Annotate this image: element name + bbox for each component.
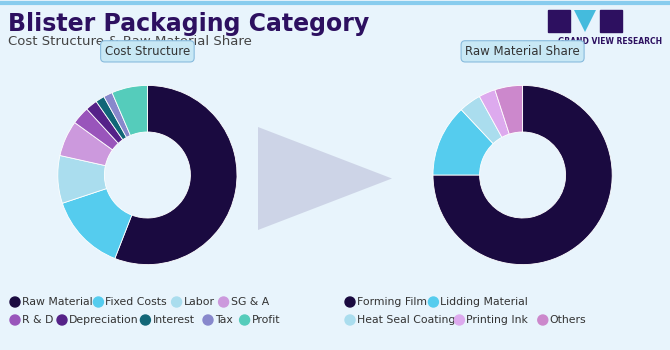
Polygon shape bbox=[258, 127, 392, 230]
Text: Lidding Material: Lidding Material bbox=[440, 297, 528, 307]
Text: Raw Material Share: Raw Material Share bbox=[465, 45, 580, 58]
Polygon shape bbox=[574, 10, 596, 32]
Circle shape bbox=[345, 315, 355, 325]
Circle shape bbox=[10, 315, 20, 325]
Circle shape bbox=[141, 315, 150, 325]
Text: Blister Packaging Category: Blister Packaging Category bbox=[8, 12, 369, 36]
Text: Fixed Costs: Fixed Costs bbox=[105, 297, 167, 307]
Circle shape bbox=[454, 315, 464, 325]
Circle shape bbox=[240, 315, 250, 325]
Text: Depreciation: Depreciation bbox=[69, 315, 139, 325]
Text: Forming Film: Forming Film bbox=[357, 297, 427, 307]
Text: Interest: Interest bbox=[152, 315, 194, 325]
Text: Heat Seal Coating: Heat Seal Coating bbox=[357, 315, 456, 325]
Wedge shape bbox=[96, 97, 127, 140]
Wedge shape bbox=[60, 122, 113, 166]
Circle shape bbox=[428, 297, 438, 307]
Wedge shape bbox=[87, 102, 123, 144]
Circle shape bbox=[57, 315, 67, 325]
Wedge shape bbox=[112, 85, 147, 135]
Text: Raw Material: Raw Material bbox=[22, 297, 92, 307]
Text: Others: Others bbox=[550, 315, 586, 325]
Wedge shape bbox=[115, 85, 237, 265]
Circle shape bbox=[203, 315, 213, 325]
Circle shape bbox=[10, 297, 20, 307]
Circle shape bbox=[172, 297, 182, 307]
Bar bbox=[548, 10, 570, 32]
Circle shape bbox=[218, 297, 228, 307]
Text: Profit: Profit bbox=[252, 315, 280, 325]
Wedge shape bbox=[433, 110, 493, 175]
Text: SG & A: SG & A bbox=[230, 297, 269, 307]
Wedge shape bbox=[104, 93, 131, 138]
Circle shape bbox=[93, 297, 103, 307]
Wedge shape bbox=[62, 189, 132, 259]
Text: Printing Ink: Printing Ink bbox=[466, 315, 528, 325]
Wedge shape bbox=[433, 85, 612, 265]
Wedge shape bbox=[58, 155, 107, 203]
Bar bbox=[600, 10, 622, 32]
Wedge shape bbox=[495, 85, 523, 134]
Text: R & D: R & D bbox=[22, 315, 54, 325]
Circle shape bbox=[538, 315, 548, 325]
Text: Cost Structure & Raw Material Share: Cost Structure & Raw Material Share bbox=[8, 35, 252, 48]
Text: Cost Structure: Cost Structure bbox=[105, 45, 190, 58]
Wedge shape bbox=[461, 97, 502, 144]
Wedge shape bbox=[480, 90, 509, 137]
Text: GRAND VIEW RESEARCH: GRAND VIEW RESEARCH bbox=[558, 37, 662, 46]
Text: Labor: Labor bbox=[184, 297, 214, 307]
Wedge shape bbox=[75, 109, 119, 150]
Text: Tax: Tax bbox=[215, 315, 232, 325]
Circle shape bbox=[345, 297, 355, 307]
